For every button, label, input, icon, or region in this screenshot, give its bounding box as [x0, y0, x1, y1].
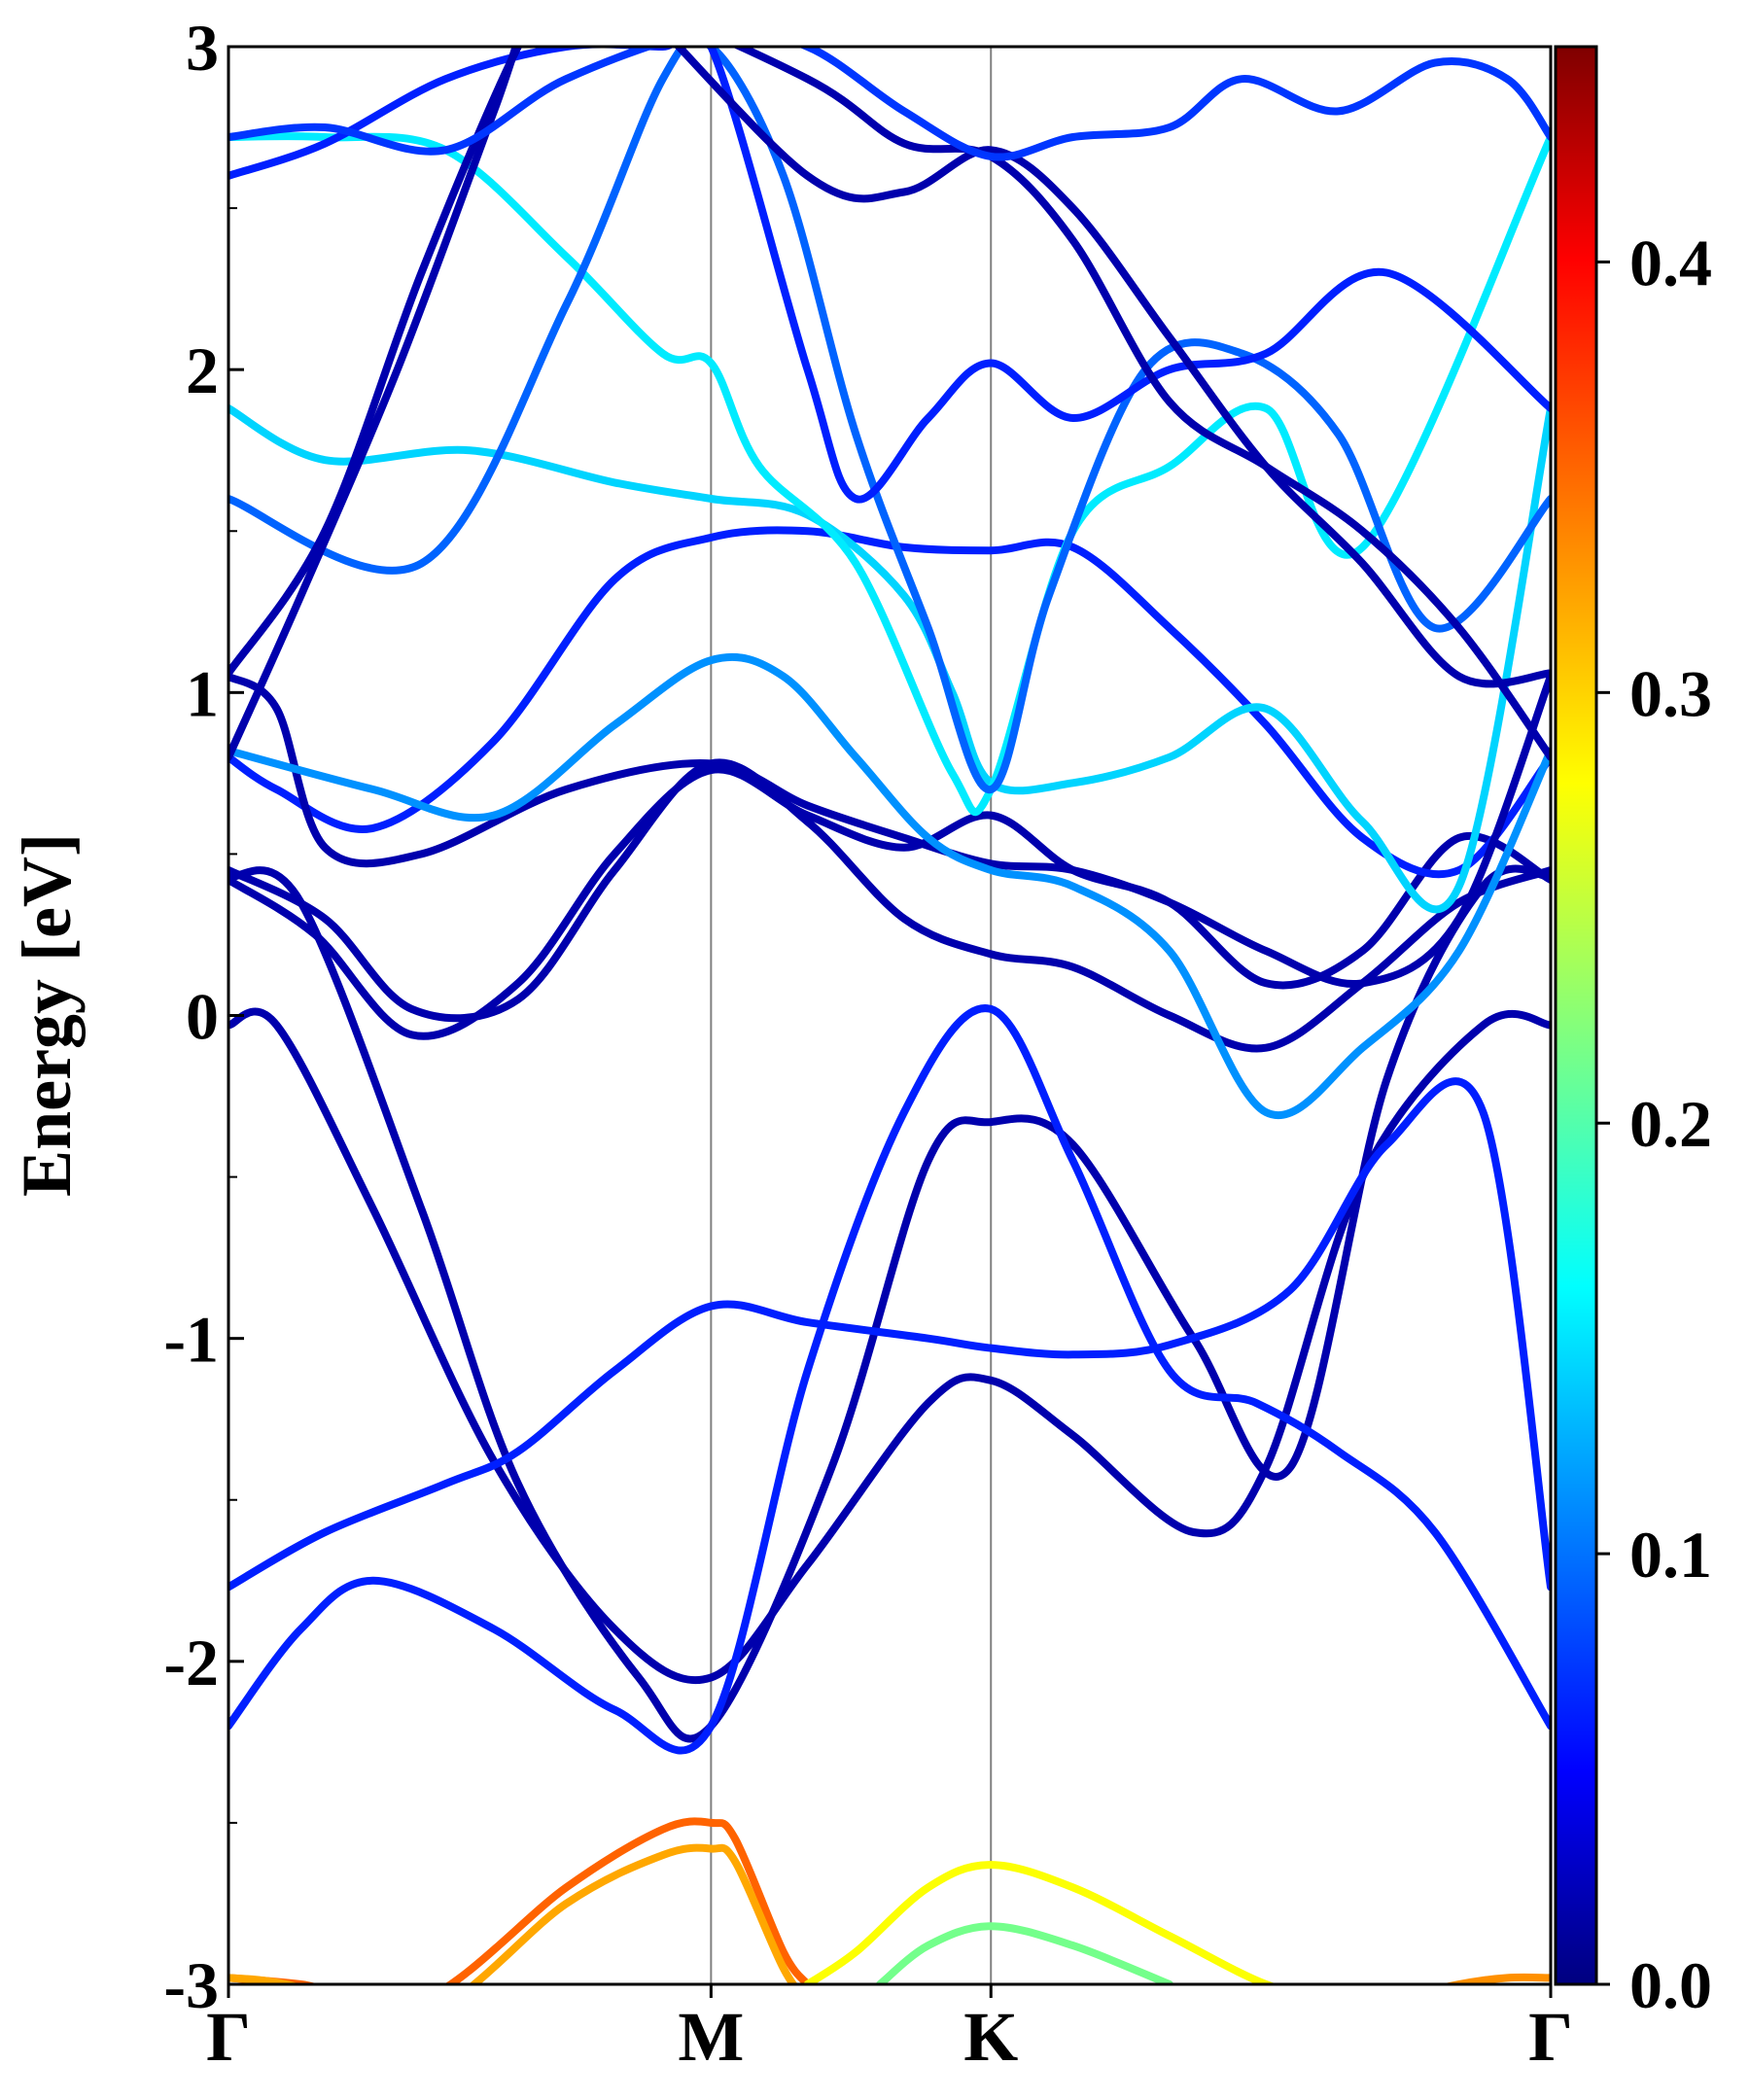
band-line	[228, 47, 1551, 504]
colorbar-tick-label: 0.0	[1629, 1948, 1712, 2022]
band-line	[228, 526, 1551, 879]
kpoint-label: Γ	[206, 1998, 251, 2076]
kpoint-label: Γ	[1528, 1998, 1573, 2076]
band-line	[228, 132, 1551, 817]
band-line	[228, 1077, 1551, 1592]
band-line	[803, 1861, 1278, 1984]
band-line	[228, 404, 1551, 914]
kpoint-label: M	[678, 1998, 744, 2076]
band-line	[228, 1007, 1551, 1685]
band-line	[228, 758, 1551, 1053]
colorbar-ticks: 0.0 0.1 0.2 0.3 0.4	[1596, 226, 1712, 2022]
band-line	[228, 47, 1551, 761]
y-tick-label: -1	[163, 1303, 219, 1377]
band-line	[228, 652, 1551, 1120]
kpoint-label: K	[963, 1998, 1018, 2076]
y-tick-label: 3	[186, 11, 219, 85]
y-tick-label: -2	[163, 1626, 219, 1699]
colorbar-tick-label: 0.2	[1629, 1087, 1712, 1161]
band-line	[228, 47, 1551, 688]
y-axis-label: Energy [eV]	[8, 833, 86, 1197]
colorbar	[1554, 45, 1598, 1986]
colorbar-tick-label: 0.4	[1629, 226, 1712, 299]
band-line	[876, 1922, 1173, 1984]
band-line	[228, 47, 1551, 793]
kpoint-divider-lines	[710, 47, 993, 1984]
y-tick-label: -3	[163, 1948, 219, 2022]
band-line	[228, 1004, 1551, 1755]
band-line	[228, 1817, 812, 1984]
colorbar-tick-label: 0.1	[1629, 1518, 1712, 1592]
band-line	[228, 1843, 798, 1984]
band-line	[228, 864, 1551, 1743]
band-line	[228, 47, 1551, 161]
y-axis-ticks: -3 -2 -1 0 1 2 3	[163, 11, 244, 2022]
y-tick-label: 1	[186, 656, 219, 730]
band-line	[228, 765, 1551, 1040]
colorbar-tick-label: 0.3	[1629, 656, 1712, 730]
band-lines	[228, 47, 1551, 1984]
y-tick-label: 2	[186, 333, 219, 407]
band-line	[1439, 1973, 1551, 1984]
band-line	[228, 672, 1551, 989]
y-tick-label: 0	[186, 980, 219, 1054]
